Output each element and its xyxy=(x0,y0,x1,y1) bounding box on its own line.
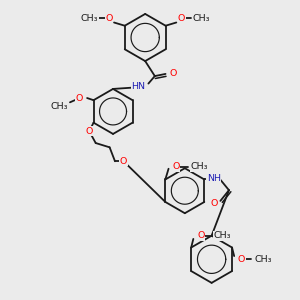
Text: NH: NH xyxy=(207,174,221,183)
Text: O: O xyxy=(172,162,180,171)
Text: O: O xyxy=(120,157,127,166)
Text: O: O xyxy=(238,255,245,264)
Text: O: O xyxy=(76,94,83,103)
Text: O: O xyxy=(178,14,185,23)
Text: CH₃: CH₃ xyxy=(191,162,208,171)
Text: O: O xyxy=(85,127,93,136)
Text: CH₃: CH₃ xyxy=(50,102,68,111)
Text: O: O xyxy=(169,69,177,78)
Text: CH₃: CH₃ xyxy=(192,14,210,23)
Text: CH₃: CH₃ xyxy=(81,14,98,23)
Text: CH₃: CH₃ xyxy=(254,255,272,264)
Text: O: O xyxy=(197,231,205,240)
Text: O: O xyxy=(105,14,112,23)
Text: O: O xyxy=(210,199,218,208)
Text: CH₃: CH₃ xyxy=(214,231,231,240)
Text: HN: HN xyxy=(131,82,145,91)
